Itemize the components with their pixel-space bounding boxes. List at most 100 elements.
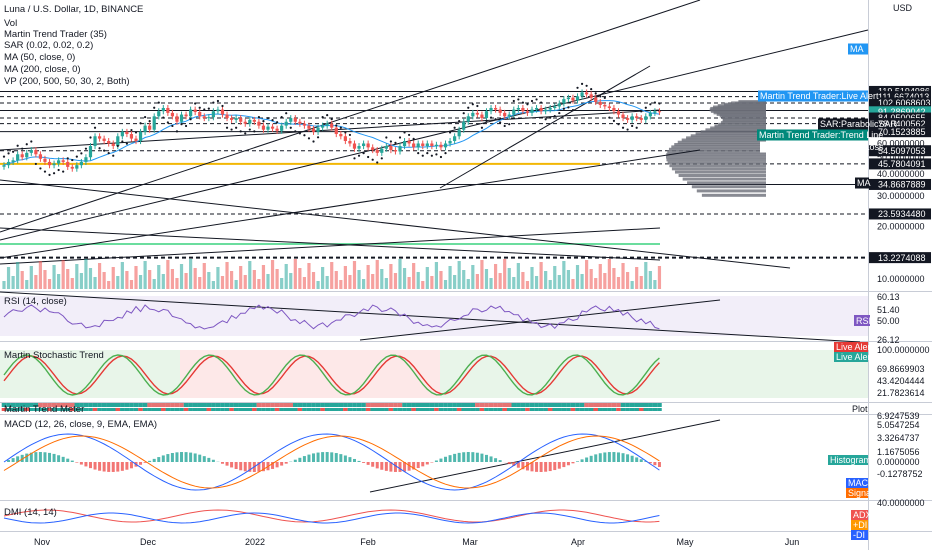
candle-body[interactable] [525, 111, 530, 113]
candle-body[interactable] [539, 107, 543, 112]
candle-body[interactable] [61, 160, 65, 162]
candle-body[interactable] [339, 134, 343, 137]
candle-body[interactable] [589, 94, 593, 98]
candle-body[interactable] [25, 152, 29, 158]
candle-body[interactable] [371, 147, 375, 151]
candle-body[interactable] [293, 118, 297, 122]
time-axis-label[interactable]: Mar [462, 537, 478, 547]
meter-legend[interactable]: Martin Trend Meter [4, 404, 84, 415]
candle-body[interactable] [202, 116, 206, 119]
candle-body[interactable] [544, 109, 548, 112]
time-axis-label[interactable]: Jun [785, 537, 800, 547]
candle-body[interactable] [566, 97, 571, 100]
candle-body[interactable] [471, 112, 475, 117]
time-axis-label[interactable]: Feb [360, 537, 376, 547]
candle-body[interactable] [607, 106, 611, 108]
candle-body[interactable] [184, 114, 188, 117]
time-axis-label[interactable]: May [676, 537, 694, 547]
candle-body[interactable] [220, 109, 225, 115]
candle-body[interactable] [225, 114, 229, 119]
candle-body[interactable] [79, 161, 83, 166]
candle-body[interactable] [170, 112, 175, 117]
price-axis[interactable]: 110.0000000100.000000090.000000080.00000… [757, 43, 931, 541]
candle-body[interactable] [97, 136, 102, 139]
candle-body[interactable] [107, 141, 111, 144]
candle-body[interactable] [557, 103, 561, 107]
candle-body[interactable] [193, 109, 197, 113]
candle-body[interactable] [462, 121, 466, 130]
candle-body[interactable] [75, 165, 79, 169]
candle-body[interactable] [612, 107, 616, 112]
candle-body[interactable] [402, 141, 407, 147]
indicator-tag[interactable] [758, 90, 868, 102]
candle-body[interactable] [521, 107, 525, 112]
candle-body[interactable] [138, 131, 143, 142]
candle-body[interactable] [562, 99, 566, 104]
candle-body[interactable] [553, 106, 557, 108]
candle-body[interactable] [166, 107, 170, 113]
rsi-legend[interactable]: RSI (14, close) [4, 296, 67, 307]
candle-body[interactable] [657, 111, 662, 113]
time-axis-label[interactable]: Dec [140, 537, 157, 547]
candle-body[interactable] [116, 136, 120, 147]
candle-body[interactable] [111, 143, 115, 147]
candle-body[interactable] [229, 118, 234, 120]
candle-body[interactable] [334, 127, 338, 135]
candle-body[interactable] [616, 111, 621, 115]
mtt-legend[interactable]: Martin Trend Trader (35) [4, 29, 107, 40]
candle-body[interactable] [430, 143, 434, 147]
candle-body[interactable] [412, 143, 416, 148]
candle-body[interactable] [348, 141, 352, 144]
candle-body[interactable] [625, 118, 630, 120]
candle-body[interactable] [307, 125, 311, 129]
ma50-legend[interactable]: MA (50, close, 0) [4, 52, 75, 63]
candle-body[interactable] [357, 146, 361, 149]
candle-body[interactable] [211, 111, 215, 118]
candle-body[interactable] [443, 143, 448, 148]
candle-body[interactable] [275, 128, 279, 131]
candle-body[interactable] [585, 92, 589, 95]
trend-line[interactable] [439, 65, 651, 189]
trend-line[interactable] [0, 179, 791, 269]
candle-body[interactable] [498, 109, 502, 113]
candle-body[interactable] [598, 101, 602, 105]
candle-body[interactable] [47, 161, 52, 166]
candle-body[interactable] [507, 114, 511, 117]
candle-body[interactable] [125, 131, 129, 135]
candle-body[interactable] [261, 125, 266, 130]
candle-body[interactable] [284, 121, 288, 126]
candle-body[interactable] [407, 141, 411, 144]
candle-body[interactable] [102, 138, 106, 142]
trend-line[interactable] [0, 227, 661, 261]
candle-body[interactable] [216, 109, 220, 112]
candle-body[interactable] [198, 112, 202, 117]
candle-body[interactable] [257, 121, 261, 126]
candle-body[interactable] [239, 118, 243, 122]
trend-lines[interactable] [0, 0, 869, 493]
candle-body[interactable] [6, 161, 11, 166]
sar-legend[interactable]: SAR (0.02, 0.02, 0.2) [4, 40, 93, 51]
candle-body[interactable] [493, 107, 498, 110]
candle-body[interactable] [189, 109, 193, 117]
time-axis-label[interactable]: Apr [571, 537, 585, 547]
trend-line[interactable] [0, 149, 701, 259]
candle-body[interactable] [489, 107, 493, 112]
candle-body[interactable] [152, 116, 156, 130]
candle-body[interactable] [548, 107, 552, 110]
candle-body[interactable] [484, 111, 489, 119]
dmi-legend[interactable]: DMI (14, 14) [4, 507, 57, 518]
candle-body[interactable] [88, 146, 93, 158]
candle-body[interactable] [34, 150, 38, 155]
candle-body[interactable] [298, 121, 302, 124]
candle-body[interactable] [475, 112, 479, 115]
candle-body[interactable] [161, 107, 165, 112]
candle-body[interactable] [66, 161, 70, 167]
candle-body[interactable] [457, 129, 461, 137]
candle-body[interactable] [530, 109, 534, 113]
time-axis-label[interactable]: Nov [34, 537, 51, 547]
candle-body[interactable] [380, 148, 384, 153]
candle-body[interactable] [302, 123, 307, 126]
candle-body[interactable] [366, 143, 370, 148]
candle-body[interactable] [270, 126, 275, 129]
